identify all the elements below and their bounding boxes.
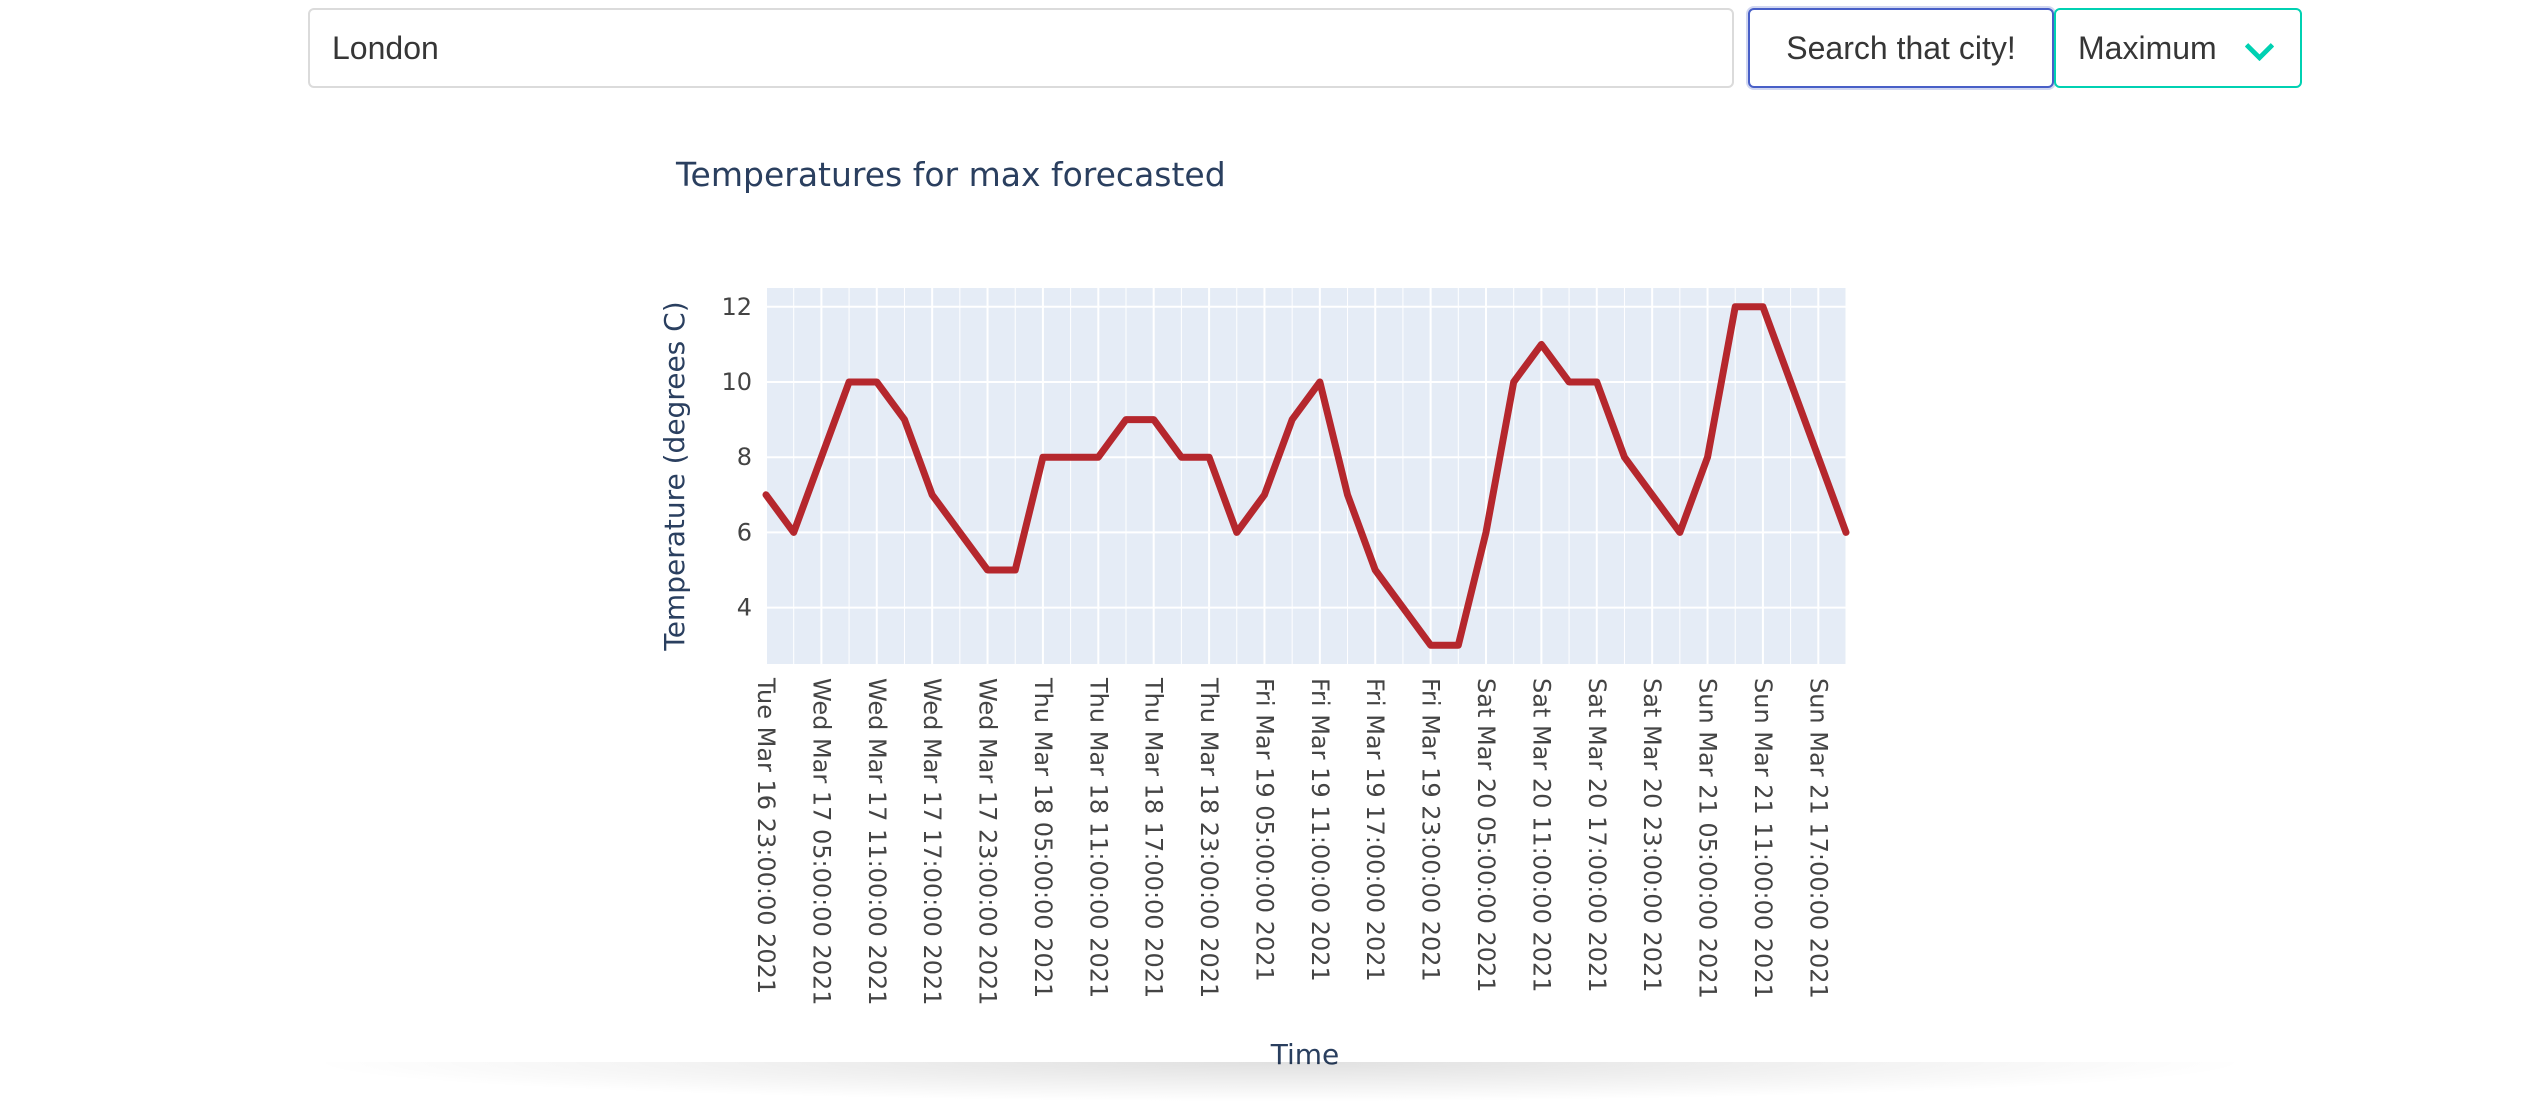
x-tick-label: Sat Mar 20 05:00:00 2021	[1472, 678, 1500, 993]
x-tick-label: Fri Mar 19 23:00:00 2021	[1417, 678, 1445, 982]
x-tick-label: Thu Mar 18 23:00:00 2021	[1195, 677, 1223, 998]
plot-area	[766, 288, 1846, 664]
x-tick-label: Thu Mar 18 17:00:00 2021	[1140, 677, 1168, 998]
x-tick-label: Wed Mar 17 05:00:00 2021	[807, 678, 835, 1006]
y-tick-label: 4	[737, 594, 752, 622]
bottom-shadow	[300, 1062, 2260, 1102]
x-tick-label: Sun Mar 21 17:00:00 2021	[1804, 678, 1832, 999]
x-tick-label: Sat Mar 20 11:00:00 2021	[1527, 678, 1555, 993]
x-tick-label: Fri Mar 19 17:00:00 2021	[1361, 678, 1389, 982]
x-tick-label: Fri Mar 19 11:00:00 2021	[1306, 678, 1334, 982]
chart-title: Temperatures for max forecasted	[675, 155, 1226, 194]
x-axis-title: Time	[1270, 1038, 1340, 1071]
city-search-input[interactable]	[308, 8, 1734, 88]
x-tick-label: Sat Mar 20 23:00:00 2021	[1638, 678, 1666, 993]
x-tick-label: Sun Mar 21 11:00:00 2021	[1749, 678, 1777, 999]
x-tick-label: Wed Mar 17 11:00:00 2021	[863, 678, 891, 1006]
mode-select[interactable]: Maximum	[2054, 8, 2302, 88]
y-tick-label: 8	[737, 443, 752, 471]
y-tick-label: 10	[721, 368, 752, 396]
y-tick-label: 12	[721, 293, 752, 321]
y-axis-title: Temperature (degrees C)	[658, 301, 691, 651]
x-tick-label: Sat Mar 20 17:00:00 2021	[1583, 678, 1611, 993]
search-city-button[interactable]: Search that city!	[1748, 8, 2054, 88]
x-tick-label: Thu Mar 18 11:00:00 2021	[1084, 677, 1112, 998]
x-tick-label: Sun Mar 21 05:00:00 2021	[1694, 678, 1722, 999]
x-tick-label: Fri Mar 19 05:00:00 2021	[1250, 678, 1278, 982]
x-tick-label: Wed Mar 17 17:00:00 2021	[918, 678, 946, 1006]
x-tick-label: Tue Mar 16 23:00:00 2021	[752, 677, 780, 994]
x-tick-label: Thu Mar 18 05:00:00 2021	[1029, 677, 1057, 998]
y-tick-label: 6	[737, 518, 752, 546]
x-tick-label: Wed Mar 17 23:00:00 2021	[974, 678, 1002, 1006]
series-line	[762, 303, 1850, 649]
mode-select-value: Maximum	[2078, 29, 2217, 66]
